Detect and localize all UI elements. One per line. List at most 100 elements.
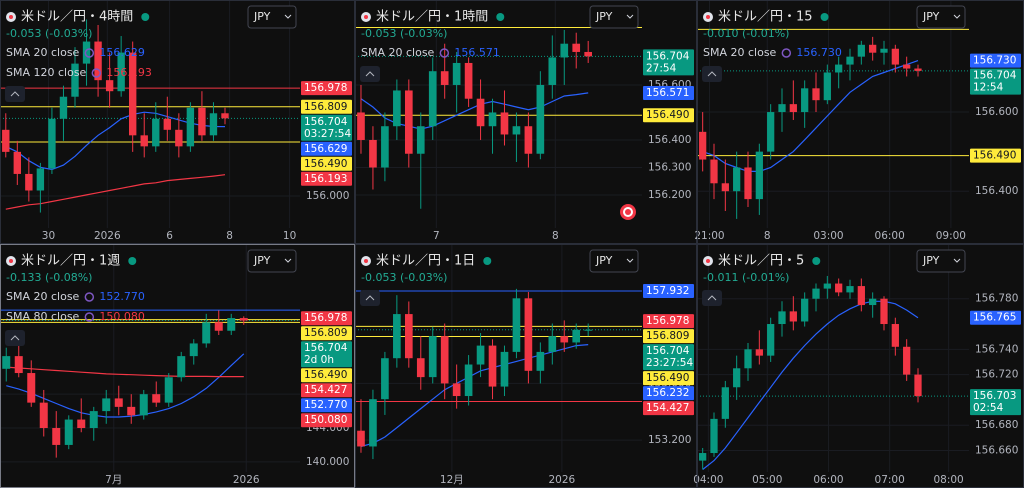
price-badge-label: 152.770 [304, 399, 347, 411]
y-tick-label: 153.200 [648, 434, 691, 446]
plot-area [697, 244, 969, 472]
currency-dropdown[interactable] [589, 5, 639, 29]
collapse-button[interactable] [360, 66, 380, 82]
collapse-chevron [365, 295, 375, 301]
change-label: -0.053 (-0.03%) [361, 271, 447, 284]
price-badge [643, 386, 694, 401]
candle-body [428, 336, 437, 378]
x-tick-label: 21:00 [694, 230, 724, 242]
flag-icon-red [9, 259, 13, 263]
currency-dropdown[interactable] [247, 249, 297, 273]
y-tick-label: 156.720 [975, 369, 1018, 381]
collapse-button[interactable] [5, 86, 25, 102]
indicator-value: 150.080 [99, 310, 145, 323]
dropdown-chevron [626, 14, 634, 19]
price-badge [643, 329, 694, 344]
currency-dropdown[interactable] [589, 249, 639, 273]
price-badge-label: 150.080 [304, 414, 347, 426]
candle-body [767, 112, 775, 152]
candle-body [452, 62, 461, 85]
price-badge-label: 156.809 [646, 330, 689, 342]
dropdown-chevron [626, 258, 634, 263]
price-badge [301, 81, 352, 96]
countdown-label: 02:54 [973, 402, 1004, 414]
candle-body [214, 322, 223, 331]
indicator-icon[interactable] [91, 68, 102, 78]
price-badge-label: 156.490 [646, 372, 689, 384]
candle-body [891, 324, 899, 347]
collapse-button[interactable] [360, 290, 380, 306]
candle-body [152, 118, 160, 147]
price-badge [301, 326, 352, 341]
candle-body [789, 104, 797, 113]
candle-body [914, 374, 922, 397]
price-badge [643, 401, 694, 416]
flag-icon-red [9, 15, 13, 19]
candle-body [823, 72, 831, 101]
currency-label: JPY [922, 10, 940, 23]
candle-body [177, 356, 186, 378]
x-tick-label: 06:00 [875, 230, 905, 242]
candle-body [823, 283, 831, 289]
candle-body [139, 394, 148, 416]
collapse-button[interactable] [702, 66, 722, 82]
price-badge [301, 368, 352, 383]
candle-body [536, 84, 545, 154]
currency-dropdown[interactable] [247, 5, 297, 29]
candle-body [755, 151, 763, 200]
change-label: -0.053 (-0.03%) [361, 27, 447, 40]
price-badge-label: 156.978 [646, 315, 689, 327]
price-badge [643, 344, 694, 371]
price-badge [301, 413, 352, 428]
candle-body [52, 428, 61, 445]
indicator-icon[interactable] [84, 48, 95, 58]
candle-body [77, 419, 86, 429]
price-badge [301, 341, 352, 368]
panel: 156.000 30 2026 6 8 10 156.978 156.809 156.70403… [0, 0, 355, 244]
flag-icon-red [364, 15, 368, 19]
candle-body [369, 139, 377, 168]
chart-title: 米ドル／円・1日 [376, 254, 475, 269]
candle-body [560, 336, 569, 343]
x-tick-label: 2026 [549, 474, 576, 486]
candle-body [198, 107, 206, 136]
currency-dropdown[interactable] [916, 249, 966, 273]
countdown-label: 03:27:54 [304, 128, 351, 140]
price-badge [643, 49, 694, 76]
y-tick-label: 156.000 [306, 190, 349, 202]
candle-body [512, 126, 521, 135]
candle-body [89, 411, 98, 429]
indicator-icon[interactable] [781, 48, 792, 58]
indicator-value: 152.770 [99, 290, 145, 303]
candle-body [381, 126, 389, 168]
currency-label: JPY [595, 10, 613, 23]
record-icon-dot [625, 209, 631, 215]
candle-body [721, 183, 729, 192]
candle-body [733, 368, 741, 388]
panel: 153.200155.00012月2026157.932156.978156.8… [355, 244, 697, 488]
indicator-icon[interactable] [439, 48, 450, 58]
collapse-button[interactable] [702, 290, 722, 306]
indicator-icon[interactable] [84, 312, 95, 322]
price-badge-label: 156.571 [646, 87, 689, 99]
panel: 156.660 156.680 156.720 156.740 156.780 04:00… [693, 244, 1024, 488]
price-badge-label: 154.427 [646, 402, 689, 414]
price-badge [301, 156, 352, 171]
y-tick-label: 156.300 [648, 161, 691, 173]
chart-title: 米ドル／円・5 [718, 254, 804, 269]
candle-body [14, 356, 23, 374]
candle-body [914, 68, 922, 71]
dropdown-chevron [953, 14, 961, 19]
candle-body [186, 107, 195, 147]
candle-body [789, 311, 797, 322]
candle-body [880, 298, 888, 325]
candle-body [560, 43, 569, 58]
candle-body [369, 399, 377, 447]
price-badge [643, 314, 694, 329]
currency-dropdown[interactable] [916, 5, 966, 29]
candle-body [59, 96, 68, 119]
y-tick-label: 140.000 [306, 456, 349, 468]
indicator-icon[interactable] [84, 292, 95, 302]
collapse-button[interactable] [5, 330, 25, 346]
